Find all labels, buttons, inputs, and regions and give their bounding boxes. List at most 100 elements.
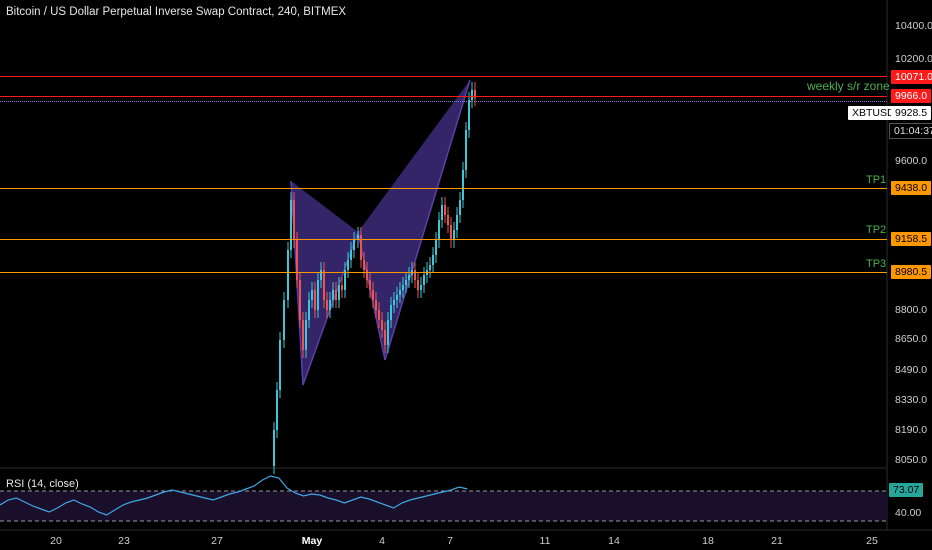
candle-body [405, 280, 407, 285]
ticker-symbol-tag: XBTUSD [848, 106, 899, 120]
candle-body [353, 240, 355, 250]
candle-body [420, 285, 422, 290]
candle-body [435, 240, 437, 255]
time-axis-label: 11 [539, 535, 551, 547]
candle-body [438, 220, 440, 240]
candle-body [290, 200, 292, 250]
candle-body [314, 290, 316, 310]
candle-body [450, 225, 452, 240]
candle-body [302, 320, 304, 350]
candle-body [363, 260, 365, 270]
candle-body [399, 290, 401, 295]
price-axis-label: 8800.0 [895, 304, 928, 316]
candle-body [462, 170, 464, 200]
candle-body [459, 200, 461, 215]
tp2-price-tag: 9158.5 [891, 232, 932, 246]
countdown-tag: 01:04:37 [889, 123, 932, 139]
chart-title: Bitcoin / US Dollar Perpetual Inverse Sw… [6, 6, 347, 18]
tp1-price-tag: 9438.0 [891, 181, 932, 195]
candle-body [311, 290, 313, 300]
candle-body [417, 280, 419, 290]
tp1-line[interactable] [0, 188, 887, 189]
candle-body [308, 300, 310, 320]
candle-body [360, 235, 362, 260]
current-price-line [0, 101, 887, 102]
resistance-top-line[interactable] [0, 76, 887, 77]
candle-body [299, 280, 301, 320]
candle-body [453, 230, 455, 240]
price-axis-label: 9600.0 [895, 155, 928, 167]
candle-body [283, 300, 285, 340]
rsi-band [0, 491, 887, 521]
candle-body [414, 270, 416, 280]
candle-body [320, 270, 322, 280]
time-axis-label: 18 [702, 535, 714, 547]
candle-body [338, 285, 340, 300]
candle-body [408, 275, 410, 280]
candle-body [347, 260, 349, 270]
candle-body [402, 285, 404, 290]
resistance-bottom-line[interactable] [0, 96, 887, 97]
candle-body [335, 290, 337, 300]
candle-body [387, 320, 389, 345]
candle-body [366, 270, 368, 280]
time-axis-label: 23 [118, 535, 130, 547]
candle-body [468, 100, 470, 130]
time-axis-label: 4 [379, 535, 385, 547]
candle-body [293, 200, 295, 240]
candle-body [441, 205, 443, 220]
time-axis-label: May [301, 535, 323, 547]
time-axis-label: 20 [50, 535, 62, 547]
price-axis-label: 8490.0 [895, 364, 928, 376]
candle-body [471, 90, 473, 100]
candle-body [329, 300, 331, 310]
harmonic-pattern-right[interactable] [358, 80, 470, 360]
candle-body [474, 90, 476, 98]
time-axis-label: 7 [447, 535, 453, 547]
candle-body [350, 250, 352, 260]
tp3-label: TP3 [866, 258, 887, 270]
candle-body [279, 340, 281, 390]
candle-body [378, 310, 380, 320]
candle-body [276, 390, 278, 430]
candle-body [381, 320, 383, 330]
candle-body [341, 285, 343, 290]
candle-body [390, 305, 392, 320]
candle-body [465, 130, 467, 170]
candle-body [384, 330, 386, 345]
candle-body [372, 290, 374, 300]
current-price-tag: 9928.5 [891, 106, 932, 120]
rsi-lower-level-label: 40.00 [895, 507, 922, 519]
candle-body [326, 300, 328, 310]
rsi-value-tag: 73.07 [889, 483, 924, 497]
candle-body [369, 280, 371, 290]
candle-body [456, 215, 458, 230]
candle-body [447, 215, 449, 225]
tp3-price-tag: 8980.5 [891, 265, 932, 279]
candle-body [273, 430, 275, 466]
time-axis-label: 14 [608, 535, 620, 547]
candle-body [323, 270, 325, 300]
candle-body [396, 295, 398, 300]
price-axis-label: 8330.0 [895, 394, 928, 406]
candle-body [344, 270, 346, 290]
tp2-line[interactable] [0, 239, 887, 240]
candle-body [332, 290, 334, 300]
time-axis-label: 25 [866, 535, 878, 547]
tp3-line[interactable] [0, 272, 887, 273]
price-axis-label: 10200.0 [895, 53, 932, 65]
candle-body [423, 275, 425, 285]
price-axis-label: 10400.0 [895, 20, 932, 32]
rsi-line [0, 475, 468, 516]
resistance-bottom-price-tag: 9966.0 [891, 89, 932, 103]
price-axis-label: 8650.0 [895, 333, 928, 345]
tp2-label: TP2 [866, 224, 887, 236]
rsi-indicator-label[interactable]: RSI (14, close) [6, 478, 79, 490]
candle-body [432, 255, 434, 265]
time-axis-label: 27 [211, 535, 223, 547]
tp1-label: TP1 [866, 174, 887, 186]
zone-label: weekly s/r zone [807, 79, 890, 93]
candle-body [305, 320, 307, 350]
price-axis-label: 8190.0 [895, 424, 928, 436]
